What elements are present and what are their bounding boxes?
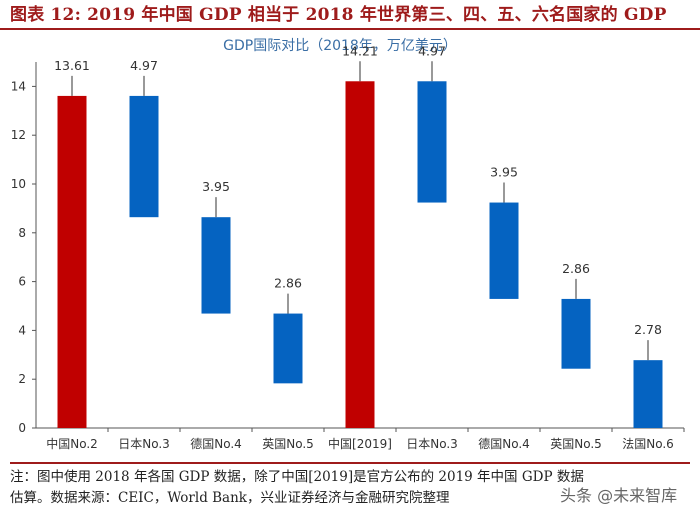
- bar: [273, 313, 303, 384]
- y-tick-label: 8: [18, 226, 26, 240]
- data-label: 3.95: [490, 165, 518, 180]
- bars: [57, 81, 663, 428]
- x-tick-label: 英国No.5: [262, 437, 314, 451]
- x-tick-label: 中国[2019]: [328, 436, 392, 451]
- chart-title: GDP国际对比（2018年，万亿美元）: [223, 38, 457, 54]
- chart-container: GDP国际对比（2018年，万亿美元） 13.61 4.97 3.95 2.86 14.…: [0, 32, 700, 460]
- x-tick-label: 德国No.4: [190, 436, 242, 451]
- bar: [561, 298, 591, 369]
- footnote-line-1: 注：图中使用 2018 年各国 GDP 数据，除了中国[2019]是官方公布的 …: [10, 469, 584, 485]
- x-tick-labels: 中国No.2 日本No.3 德国No.4 英国No.5 中国[2019] 日本No.3 德国…: [46, 436, 674, 451]
- data-label: 4.97: [130, 58, 158, 73]
- gdp-comparison-chart: GDP国际对比（2018年，万亿美元） 13.61 4.97 3.95 2.86 14.…: [11, 38, 685, 451]
- bar: [129, 95, 159, 218]
- x-tick-label: 日本No.3: [406, 437, 458, 451]
- x-tick-label: 法国No.6: [622, 437, 674, 451]
- x-tick-label: 日本No.3: [118, 437, 170, 451]
- bar: [633, 360, 663, 428]
- watermark: 头条 @未来智库: [556, 482, 682, 506]
- data-label: 2.86: [562, 261, 590, 276]
- y-tick-label: 4: [18, 323, 26, 337]
- footnote-line-2: 估算。数据来源：CEIC，World Bank，兴业证券经济与金融研究院整理: [10, 490, 450, 506]
- data-label: 2.86: [274, 276, 302, 291]
- data-label: 3.95: [202, 179, 230, 194]
- x-tick-label: 中国No.2: [46, 436, 98, 451]
- x-tick-label: 德国No.4: [478, 436, 530, 451]
- figure-title: 图表 12: 2019 年中国 GDP 相当于 2018 年世界第三、四、五、六…: [0, 0, 700, 30]
- bar: [201, 217, 231, 314]
- y-tick-label: 6: [18, 275, 26, 289]
- data-label: 13.61: [54, 58, 90, 73]
- data-label: 2.78: [634, 322, 662, 337]
- y-tick-labels: 0 2 4 6 8 10 12 14: [11, 79, 26, 435]
- y-tick-label: 14: [11, 79, 26, 93]
- bar: [345, 81, 375, 428]
- data-label: 4.97: [418, 43, 446, 58]
- bar: [489, 202, 519, 299]
- y-tick-label: 0: [18, 421, 26, 435]
- footnote: 注：图中使用 2018 年各国 GDP 数据，除了中国[2019]是官方公布的 …: [10, 462, 690, 509]
- y-tick-label: 10: [11, 177, 26, 191]
- data-label: 14.21: [342, 43, 378, 58]
- y-tick-label: 2: [18, 372, 26, 386]
- y-tick-label: 12: [11, 128, 26, 142]
- x-tick-label: 英国No.5: [550, 437, 602, 451]
- value-labels: 13.61 4.97 3.95 2.86 14.21 4.97 3.95 2.86 2.78: [54, 43, 662, 361]
- bar: [57, 95, 87, 428]
- bar: [417, 81, 447, 203]
